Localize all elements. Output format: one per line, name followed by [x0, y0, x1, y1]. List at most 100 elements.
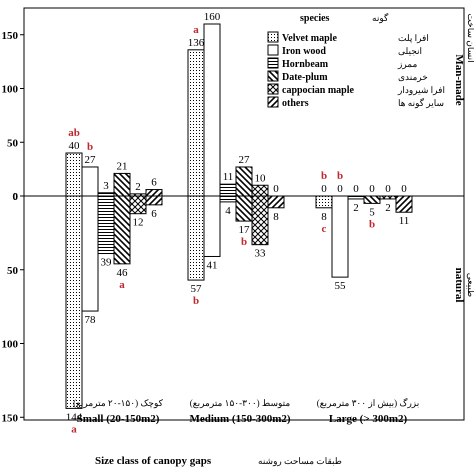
bar-bottom-value: 33 [255, 248, 267, 260]
top-side-label: Man-made [453, 54, 465, 105]
y-tick-label: 150 [2, 412, 19, 424]
bar-top-significance-letter: ab [68, 127, 80, 139]
bar-bottom-significance-letter: a [119, 279, 125, 291]
bar-bottom-value: 46 [117, 267, 129, 279]
legend-swatch [267, 83, 279, 95]
bar-top [235, 166, 253, 197]
bar-bottom-value: 6 [151, 208, 157, 220]
legend-label: Date-plum [282, 72, 328, 83]
bar-bottom-value: 11 [399, 215, 410, 227]
bar-bottom [395, 195, 413, 213]
bar-top-value: 21 [117, 160, 128, 172]
bar-top-value: 160 [204, 11, 221, 23]
bar-top [81, 166, 99, 197]
bar-bottom [203, 195, 221, 257]
legend-swatch [267, 31, 279, 43]
bottom-side-label: natural [453, 268, 465, 303]
y-tick-label: 0 [13, 191, 19, 203]
legend-label: Iron wood [282, 46, 326, 57]
bar-top-value: 0 [273, 183, 279, 195]
top-side-label-fa: انسان ساخت [466, 13, 474, 62]
bar-bottom-value: 8 [273, 211, 279, 223]
bar-top-value: 0 [337, 183, 343, 195]
bar-top-value: 6 [151, 177, 157, 189]
bar-top-value: 11 [223, 171, 234, 183]
bar-bottom [235, 195, 253, 222]
legend-label: Hornbeam [282, 59, 329, 70]
bar-bottom [81, 195, 99, 312]
y-tick-label: 0 [13, 191, 19, 203]
category-labels: کوچک (۱۵۰-۲۰ مترمربع) Small (20-150m2) متو… [73, 397, 419, 425]
bar-bottom-significance-letter: b [241, 236, 247, 248]
bar-bottom-value: 55 [335, 280, 347, 292]
bar-top [219, 183, 237, 197]
y-tick-label: 50 [7, 265, 19, 277]
bar-bottom-value: 57 [191, 283, 203, 295]
legend-label-fa: خرمندی [398, 72, 428, 83]
bar-bottom-value: 2 [353, 202, 359, 214]
bar-top-value: 2 [135, 181, 141, 193]
bar-bottom [363, 195, 381, 204]
legend-label: others [282, 98, 309, 109]
category-label: Medium (150-300m2) [189, 413, 290, 425]
bar-bottom-significance-letter: a [71, 423, 77, 435]
bar-top-value: 27 [239, 154, 251, 166]
y-tick-label: 50 [7, 137, 19, 149]
bar-bottom-value: 17 [239, 224, 251, 236]
bar-bottom-value: 5 [369, 206, 375, 218]
bar-bottom [331, 195, 349, 278]
bar-bottom-value: 78 [85, 314, 97, 326]
bar-top-value: 0 [385, 183, 391, 195]
category-label: Small (20-150m2) [77, 413, 160, 425]
legend: species گونه Velvet maple افرا پلت Iron wo… [267, 12, 445, 109]
bar-bottom-value: 39 [101, 257, 113, 269]
legend-label-fa: سایر گونه ها [398, 97, 444, 109]
bar-bottom [145, 195, 163, 206]
bar-top [145, 189, 163, 197]
legend-label-fa: ممرز [397, 59, 418, 70]
bar-bottom [219, 195, 237, 203]
bar-top-value: 0 [353, 183, 359, 195]
bar-top-significance-letter: b [321, 170, 327, 182]
bar-bottom [65, 195, 83, 409]
plot-frame [23, 7, 465, 421]
bar-top [113, 172, 131, 197]
bar-bottom [187, 195, 205, 281]
bar-top [251, 184, 269, 197]
bar-bottom [347, 195, 365, 200]
bar-top-significance-letter: b [337, 170, 343, 182]
bars: 40ab144a136a57b0b8c27b78160410b553391140… [65, 11, 413, 435]
legend-label: Velvet maple [282, 33, 337, 44]
y-tick-label: 100 [2, 84, 19, 96]
bar-top-value: 3 [103, 180, 109, 192]
legend-label-fa: افرا پلت [398, 33, 429, 44]
bar-top-significance-letter: a [193, 24, 199, 36]
bar-top-value: 40 [69, 140, 81, 152]
bar-top [187, 49, 205, 197]
bar-bottom-value: 4 [225, 205, 231, 217]
bar-bottom-value: 12 [133, 217, 144, 229]
bar-top [203, 23, 221, 197]
bar-bottom-value: 41 [207, 259, 218, 271]
bar-top-value: 27 [85, 154, 97, 166]
bar-bottom-significance-letter: b [193, 295, 199, 307]
bar-top-value: 0 [369, 183, 375, 195]
category-label-fa: کوچک (۱۵۰-۲۰ مترمربع) [73, 398, 164, 409]
bar-top-significance-letter: b [87, 141, 93, 153]
bar-top-value: 136 [188, 37, 205, 49]
bar-bottom [129, 195, 147, 215]
legend-swatch [267, 70, 279, 82]
legend-label-fa: افرا شیرودار [397, 85, 445, 96]
legend-label-fa: انجیلی [398, 46, 422, 56]
bar-bottom [267, 195, 285, 209]
bar-bottom [113, 195, 131, 265]
legend-title-fa: گونه [372, 12, 389, 24]
legend-label: cappocian maple [282, 85, 355, 96]
bar-top-value: 0 [321, 183, 327, 195]
bar-bottom-value: 144 [66, 411, 83, 423]
category-label: Large (> 300m2) [329, 413, 408, 425]
legend-title: species [300, 13, 330, 24]
legend-swatch [267, 44, 279, 56]
